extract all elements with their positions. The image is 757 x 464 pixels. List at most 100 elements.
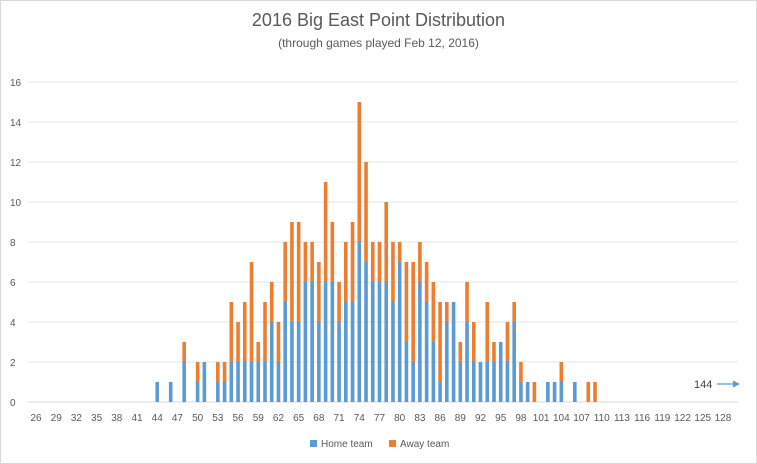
- y-tick-label: 8: [10, 238, 16, 249]
- bar-home-81: [404, 342, 409, 402]
- x-tick-label: 71: [334, 413, 346, 424]
- bar-home-103: [552, 382, 557, 402]
- overflow-label: 144: [694, 379, 712, 391]
- bar-home-66: [303, 282, 308, 402]
- legend-swatch-away: [389, 440, 396, 447]
- overflow-annotation: 144: [694, 379, 740, 391]
- x-tick-label: 74: [354, 413, 366, 424]
- bar-away-55: [229, 302, 234, 362]
- bar-away-77: [377, 242, 382, 282]
- bar-away-65: [296, 222, 301, 322]
- bar-home-48: [182, 362, 186, 402]
- bar-home-94: [492, 362, 496, 402]
- bar-away-57: [242, 302, 247, 362]
- bar-home-70: [330, 282, 335, 402]
- x-tick-label: 65: [293, 413, 305, 424]
- x-tick-label: 122: [674, 413, 691, 424]
- bar-away-109: [593, 382, 597, 402]
- bar-home-82: [411, 362, 415, 402]
- bar-home-75: [364, 262, 368, 402]
- bar-away-90: [465, 282, 469, 322]
- bar-home-56: [236, 362, 240, 402]
- bar-away-94: [492, 342, 496, 362]
- chart-subtitle: (through games played Feb 12, 2016): [278, 36, 479, 50]
- bar-home-72: [344, 302, 348, 402]
- bar-home-97: [512, 322, 516, 402]
- bar-home-98: [519, 382, 523, 402]
- bar-home-102: [546, 382, 550, 402]
- bar-home-79: [391, 302, 395, 402]
- x-tick-label: 107: [573, 413, 590, 424]
- bar-away-59: [256, 342, 261, 362]
- bar-away-54: [222, 362, 227, 382]
- bar-home-44: [155, 382, 160, 402]
- bar-home-92: [478, 362, 483, 402]
- x-tick-label: 128: [715, 413, 732, 424]
- bar-away-67: [310, 242, 314, 282]
- bar-away-48: [182, 342, 186, 362]
- bar-home-95: [498, 342, 503, 402]
- x-tick-label: 110: [594, 413, 610, 424]
- legend-swatch-home: [310, 440, 317, 447]
- bar-away-56: [236, 322, 240, 362]
- gridlines: [28, 81, 738, 403]
- bar-away-63: [283, 242, 287, 302]
- bar-home-85: [431, 342, 436, 402]
- x-tick-label: 35: [91, 413, 103, 424]
- x-tick-label: 68: [313, 413, 325, 424]
- legend-label-home: Home team: [321, 439, 373, 450]
- x-tick-label: 50: [192, 413, 204, 424]
- x-tick-label: 41: [131, 413, 143, 424]
- bar-away-70: [330, 222, 335, 282]
- y-tick-label: 2: [10, 358, 16, 369]
- x-tick-label: 59: [253, 413, 265, 424]
- bar-home-76: [370, 282, 375, 402]
- bar-home-89: [458, 362, 463, 402]
- bar-away-84: [424, 262, 429, 302]
- bar-away-68: [317, 262, 321, 322]
- bar-away-100: [532, 382, 537, 402]
- x-tick-label: 83: [414, 413, 426, 424]
- bar-away-58: [249, 262, 254, 362]
- y-tick-label: 16: [10, 78, 22, 89]
- bar-home-90: [465, 322, 469, 402]
- y-tick-label: 0: [10, 398, 16, 409]
- bar-away-75: [364, 162, 368, 262]
- bar-home-58: [249, 362, 254, 402]
- bar-away-85: [431, 282, 436, 342]
- x-tick-label: 26: [30, 413, 42, 424]
- bar-home-87: [445, 322, 449, 402]
- bar-away-72: [344, 242, 348, 302]
- bar-away-66: [303, 242, 308, 282]
- x-tick-label: 62: [273, 413, 285, 424]
- bar-home-77: [377, 282, 382, 402]
- bar-home-55: [229, 362, 234, 402]
- legend: Home team Away team: [310, 439, 449, 450]
- y-tick-label: 6: [10, 278, 16, 289]
- bar-away-108: [586, 382, 591, 402]
- arrow-right-icon: [733, 380, 740, 388]
- bar-away-69: [323, 182, 328, 282]
- bar-away-83: [418, 242, 422, 282]
- bar-away-71: [337, 282, 341, 322]
- x-tick-label: 89: [455, 413, 467, 424]
- bar-home-91: [471, 362, 476, 402]
- bar-away-53: [216, 362, 220, 382]
- x-tick-label: 113: [614, 413, 630, 424]
- y-tick-label: 10: [10, 198, 22, 209]
- bar-home-62: [276, 362, 281, 402]
- bar-away-93: [485, 302, 490, 362]
- bar-away-82: [411, 262, 415, 362]
- x-tick-label: 104: [553, 413, 570, 424]
- x-tick-label: 47: [172, 413, 184, 424]
- bar-home-57: [242, 362, 247, 402]
- bar-home-68: [317, 322, 321, 402]
- bar-home-54: [222, 382, 227, 402]
- bar-home-73: [350, 302, 355, 402]
- bar-home-50: [195, 382, 200, 402]
- bar-away-50: [195, 362, 200, 382]
- chart-title: 2016 Big East Point Distribution: [251, 10, 506, 30]
- bar-home-104: [559, 382, 564, 402]
